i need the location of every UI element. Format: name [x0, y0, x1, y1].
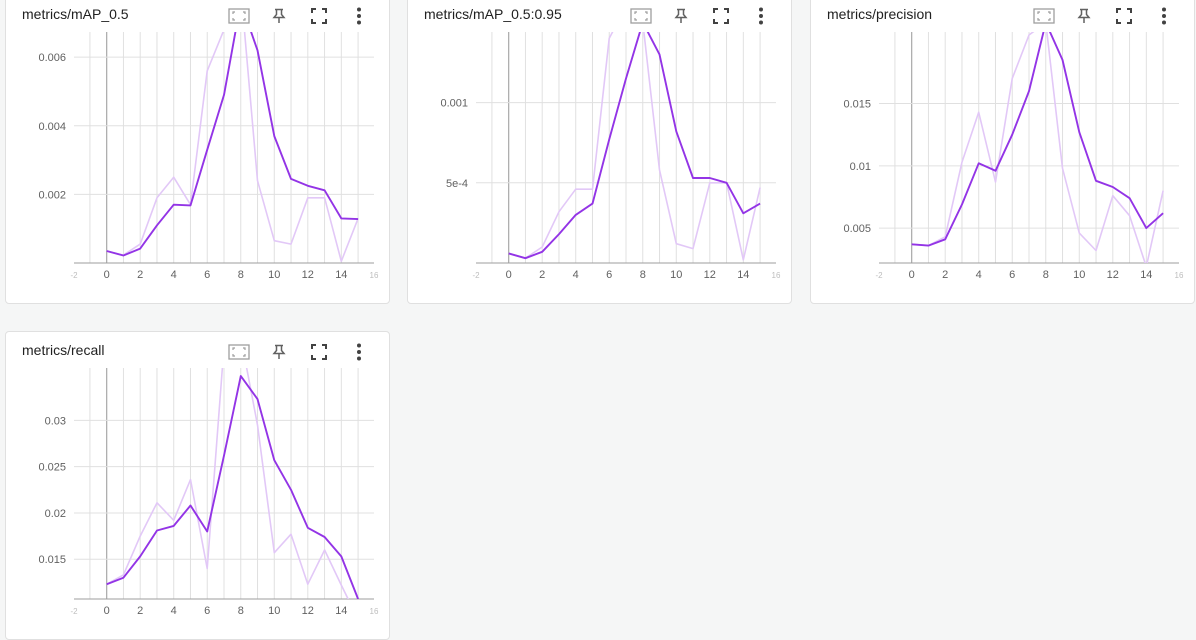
x-tick-label: 6 [204, 605, 210, 617]
smoothed-series-line [106, 32, 359, 257]
x-tick-label-faint: 16 [1175, 271, 1184, 280]
x-tick-label: 8 [238, 605, 244, 617]
x-tick-label: 2 [942, 269, 948, 281]
y-tick-label: 0.002 [38, 189, 66, 201]
x-tick-label: 2 [137, 605, 143, 617]
x-tick-label: 14 [335, 605, 347, 617]
x-tick-label-faint: 16 [370, 607, 379, 616]
more-vert-icon[interactable] [741, 4, 781, 28]
fullscreen-icon[interactable] [299, 340, 339, 364]
fullscreen-icon[interactable] [299, 4, 339, 28]
raw-series-line [911, 32, 1164, 263]
more-vert-icon[interactable] [1144, 4, 1184, 28]
chart-card-precision: metrics/precision 0 2 4 6 8 10 12 14 -2 16 0.005 0.… [810, 0, 1195, 304]
y-tick-label: 0.004 [38, 121, 66, 133]
x-tick-label: 4 [976, 269, 982, 281]
line-chart[interactable]: 0 2 4 6 8 10 12 14 -2 16 0.005 0.01 0.015 [811, 32, 1194, 304]
x-tick-label: 10 [268, 269, 280, 281]
x-tick-label: 0 [104, 605, 110, 617]
chart-toolbar [219, 340, 379, 364]
x-tick-label: 14 [335, 269, 347, 281]
chart-card-map-0-5: metrics/mAP_0.5 0 2 4 6 8 10 12 14 -2 16 0.002 0.00… [5, 0, 390, 304]
x-tick-label: 4 [171, 605, 177, 617]
y-tick-label: 0.005 [843, 223, 871, 235]
x-tick-label: 0 [506, 269, 512, 281]
pin-icon[interactable] [1064, 4, 1104, 28]
x-tick-label: 12 [302, 605, 314, 617]
y-tick-label: 0.03 [45, 415, 66, 427]
line-chart[interactable]: 0 2 4 6 8 10 12 14 -2 16 0.015 0.02 0.025 0.03 [6, 368, 389, 640]
x-tick-label-faint: -2 [875, 271, 883, 280]
fit-domain-icon[interactable] [1024, 4, 1064, 28]
raw-series-line [508, 32, 761, 261]
y-tick-label: 0.025 [38, 462, 66, 474]
fit-domain-icon[interactable] [219, 4, 259, 28]
x-tick-label-faint: 16 [370, 271, 379, 280]
pin-icon[interactable] [661, 4, 701, 28]
x-tick-label: 12 [302, 269, 314, 281]
fullscreen-icon[interactable] [1104, 4, 1144, 28]
smoothed-series-line [911, 32, 1164, 247]
x-tick-label: 8 [640, 269, 646, 281]
chart-title: metrics/precision [827, 6, 933, 22]
x-tick-label: 14 [737, 269, 749, 281]
smoothed-series-line [106, 375, 359, 599]
fit-domain-icon[interactable] [621, 4, 661, 28]
chart-toolbar [621, 4, 781, 28]
more-vert-icon[interactable] [339, 4, 379, 28]
pin-icon[interactable] [259, 340, 299, 364]
x-tick-label: 10 [268, 605, 280, 617]
chart-title: metrics/recall [22, 342, 105, 358]
smoothed-series-line [508, 32, 761, 260]
fit-domain-icon[interactable] [219, 340, 259, 364]
x-tick-label: 8 [1043, 269, 1049, 281]
x-tick-label: 14 [1140, 269, 1152, 281]
chart-title: metrics/mAP_0.5:0.95 [424, 6, 562, 22]
line-chart[interactable]: 0 2 4 6 8 10 12 14 -2 16 0.002 0.004 0.006 [6, 32, 389, 304]
line-chart[interactable]: 0 2 4 6 8 10 12 14 -2 16 5e-4 0.001 [408, 32, 791, 304]
y-tick-label: 0.02 [45, 508, 66, 520]
raw-series-line [106, 32, 359, 263]
y-tick-label: 0.01 [850, 161, 871, 173]
y-tick-label: 0.001 [440, 98, 468, 110]
raw-series-line [106, 368, 349, 599]
y-tick-label: 5e-4 [446, 178, 468, 190]
x-tick-label: 2 [137, 269, 143, 281]
x-tick-label-faint: -2 [472, 271, 480, 280]
y-tick-label: 0.015 [38, 554, 66, 566]
x-tick-label-faint: -2 [70, 607, 78, 616]
x-tick-label-faint: -2 [70, 271, 78, 280]
fullscreen-icon[interactable] [701, 4, 741, 28]
x-tick-label: 4 [171, 269, 177, 281]
chart-card-map-0-5-0-95: metrics/mAP_0.5:0.95 0 2 4 6 8 10 12 14 -2 16 5e-4… [407, 0, 792, 304]
chart-toolbar [219, 4, 379, 28]
x-tick-label: 4 [573, 269, 579, 281]
chart-title: metrics/mAP_0.5 [22, 6, 129, 22]
x-tick-label: 12 [1107, 269, 1119, 281]
pin-icon[interactable] [259, 4, 299, 28]
x-tick-label: 0 [909, 269, 915, 281]
y-tick-label: 0.006 [38, 52, 66, 64]
chart-toolbar [1024, 4, 1184, 28]
more-vert-icon[interactable] [339, 340, 379, 364]
x-tick-label: 12 [704, 269, 716, 281]
x-tick-label: 2 [539, 269, 545, 281]
x-tick-label: 6 [606, 269, 612, 281]
x-tick-label: 10 [670, 269, 682, 281]
x-tick-label: 6 [1009, 269, 1015, 281]
x-tick-label: 8 [238, 269, 244, 281]
chart-card-recall: metrics/recall 0 2 4 6 8 10 12 14 -2 16 0.015 0.02 0… [5, 331, 390, 640]
x-tick-label: 6 [204, 269, 210, 281]
y-tick-label: 0.015 [843, 99, 871, 111]
x-tick-label-faint: 16 [772, 271, 781, 280]
x-tick-label: 10 [1073, 269, 1085, 281]
x-tick-label: 0 [104, 269, 110, 281]
